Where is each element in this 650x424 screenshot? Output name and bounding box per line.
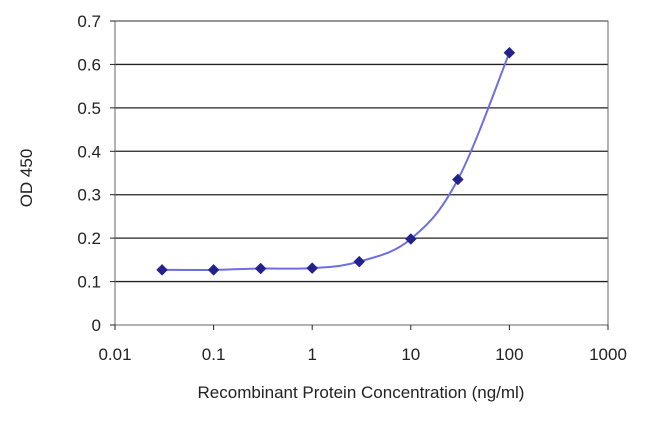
series-line xyxy=(162,52,511,271)
x-axis-ticks: 0.01 0.1 1 10 100 1000 xyxy=(98,325,627,364)
y-tick-label: 0.6 xyxy=(77,55,101,74)
x-tick-label: 0.01 xyxy=(98,345,131,364)
plot-area-frame xyxy=(114,20,609,326)
y-tick-label: 0.1 xyxy=(77,273,101,292)
x-tick-label: 10 xyxy=(401,345,420,364)
y-tick-label: 0 xyxy=(92,316,101,335)
data-point-marker xyxy=(503,46,516,59)
y-tick-label: 0.7 xyxy=(77,12,101,31)
data-point-marker xyxy=(156,263,168,276)
data-point-marker xyxy=(353,255,366,268)
data-point-marker xyxy=(254,262,267,275)
data-point-marker xyxy=(207,263,220,276)
data-point-marker xyxy=(306,262,319,274)
y-tick-label: 0.4 xyxy=(77,142,101,161)
x-tick-label: 1 xyxy=(307,345,316,364)
x-tick-label: 100 xyxy=(495,345,523,364)
data-point-marker xyxy=(451,173,464,186)
y-tick-label: 0.3 xyxy=(77,186,101,205)
y-axis-label: OD 450 xyxy=(17,149,36,208)
y-tick-label: 0.5 xyxy=(77,99,101,118)
x-axis-label: Recombinant Protein Concentration (ng/ml… xyxy=(198,383,525,402)
x-tick-label: 0.1 xyxy=(202,345,226,364)
x-tick-label: 1000 xyxy=(589,345,627,364)
gridlines xyxy=(115,20,608,283)
y-axis-ticks: 0 0.1 0.2 0.3 0.4 0.5 0.6 0.7 xyxy=(77,12,115,335)
data-point-marker xyxy=(404,233,417,245)
y-tick-label: 0.2 xyxy=(77,229,101,248)
data-series xyxy=(156,46,516,276)
